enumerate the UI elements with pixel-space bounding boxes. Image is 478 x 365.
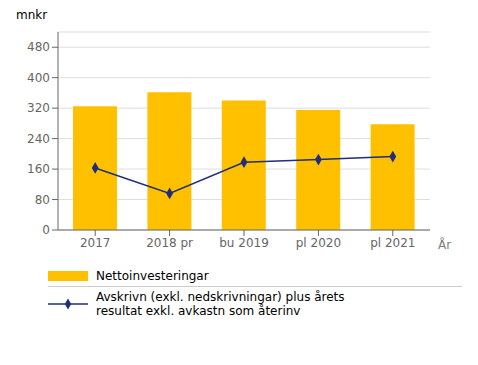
svg-text:0: 0 (42, 223, 50, 237)
svg-text:80: 80 (35, 193, 50, 207)
svg-text:160: 160 (27, 162, 50, 176)
svg-text:2018 pr: 2018 pr (146, 236, 193, 250)
html-text:Avskrivn (exkl. nedskrivningar: Avskrivn (exkl. nedskrivningar) plus åre… (96, 290, 345, 304)
html-text:resultat exkl. avkastn som åte: resultat exkl. avkastn som återinv (96, 304, 301, 318)
svg-text:pl 2021: pl 2021 (370, 236, 415, 250)
html-text:Nettoinvesteringar: Nettoinvesteringar (96, 269, 209, 283)
svg-text:400: 400 (27, 71, 50, 85)
svg-text:2017: 2017 (80, 236, 111, 250)
svg-text:pl 2020: pl 2020 (296, 236, 341, 250)
svg-text:År: År (438, 237, 451, 252)
svg-text:480: 480 (27, 40, 50, 54)
html-text:mnkr: mnkr (16, 8, 48, 22)
svg-text:bu 2019: bu 2019 (219, 236, 269, 250)
svg-text:240: 240 (27, 132, 50, 146)
svg-text:320: 320 (27, 101, 50, 115)
